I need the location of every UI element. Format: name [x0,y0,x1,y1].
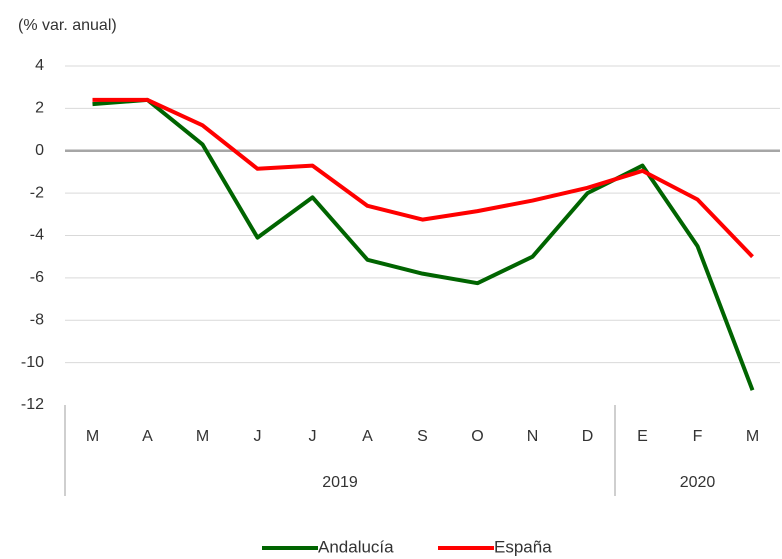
data-line [92,97,754,259]
group-label: 2019 [322,474,358,491]
x-tick-label: M [196,428,209,445]
y-tick-label: -4 [30,227,44,244]
y-tick-label: -6 [30,269,44,286]
x-tick-label: F [693,428,703,445]
data-line [92,97,755,391]
y-tick-label: -12 [21,396,44,413]
x-tick-label: A [142,428,153,445]
x-tick-label: D [582,428,594,445]
legend-label: Andalucía [318,537,394,556]
x-tick-label: O [471,428,483,445]
x-tick-label: J [254,428,262,445]
group-label: 2020 [680,474,716,491]
y-tick-label: 2 [35,100,44,117]
y-axis-label: (% var. anual) [18,17,117,34]
x-tick-label: N [527,428,539,445]
x-tick-label: J [309,428,317,445]
x-tick-label: E [637,428,648,445]
legend-label: España [494,537,552,556]
x-tick-label: S [417,428,428,445]
x-tick-label: M [86,428,99,445]
x-tick-label: A [362,428,373,445]
x-tick-label: M [746,428,759,445]
y-tick-label: 0 [35,142,44,159]
y-tick-label: 4 [35,57,44,74]
y-tick-label: -8 [30,311,44,328]
y-tick-label: -10 [21,354,44,371]
y-tick-label: -2 [30,184,44,201]
